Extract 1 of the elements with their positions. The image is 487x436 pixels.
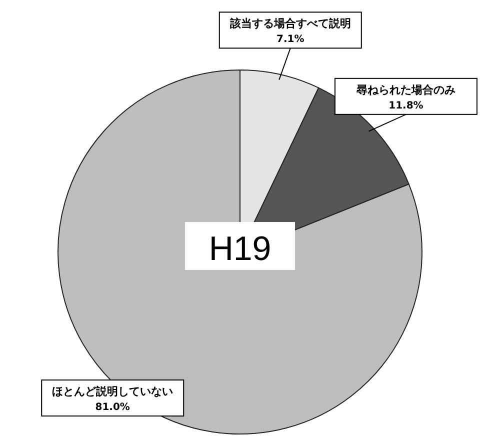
title: H19: [208, 230, 272, 268]
